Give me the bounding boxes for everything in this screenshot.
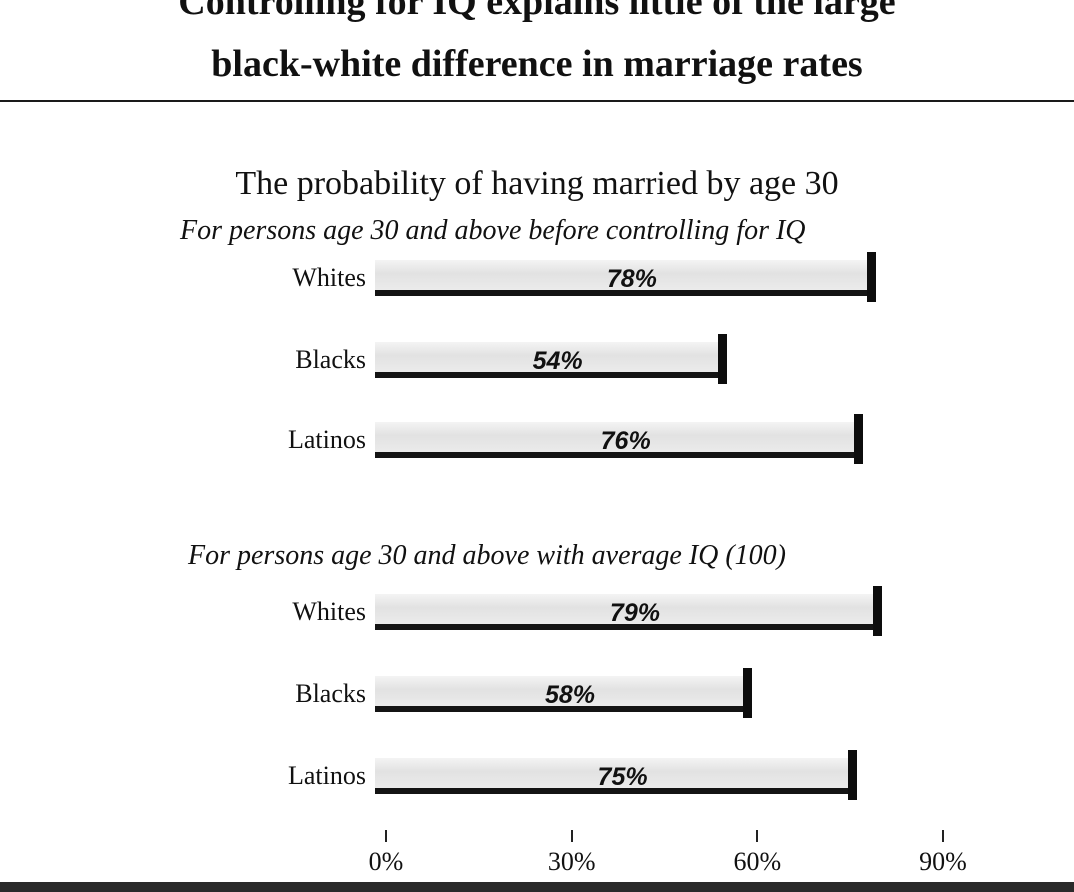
bottom-border xyxy=(0,882,1074,892)
bar-end-cap xyxy=(854,414,864,464)
x-tick-mark xyxy=(942,830,944,842)
data-label-blacks: 54% xyxy=(532,347,583,375)
bar-whites xyxy=(375,586,882,636)
divider-rule xyxy=(0,100,1074,102)
data-label-blacks: 58% xyxy=(544,681,595,709)
x-tick-label: 0% xyxy=(368,847,404,876)
chart-title: The probability of having married by age… xyxy=(235,165,839,202)
x-tick-mark xyxy=(570,830,573,842)
category-label-blacks: Blacks xyxy=(295,679,366,708)
bar-end-cap xyxy=(872,586,882,636)
bar-end-cap xyxy=(848,750,858,800)
bar-end-cap xyxy=(742,668,752,718)
data-label-whites: 78% xyxy=(606,265,657,293)
category-label-whites: Whites xyxy=(292,597,366,626)
headline-line-2: black-white difference in marriage rates xyxy=(211,43,863,85)
headline-line-1: Controlling for IQ explains little of th… xyxy=(178,0,896,23)
bar-end-cap xyxy=(718,334,728,384)
x-tick-mark xyxy=(385,830,387,842)
x-tick-label: 90% xyxy=(919,847,967,876)
bar-whites xyxy=(375,252,876,302)
category-label-latinos: Latinos xyxy=(288,425,366,454)
bar-latinos xyxy=(375,750,858,800)
category-label-whites: Whites xyxy=(292,263,366,292)
category-label-blacks: Blacks xyxy=(295,345,366,374)
bar-blacks xyxy=(375,668,752,718)
x-tick-label: 60% xyxy=(733,847,782,876)
bar-end-cap xyxy=(866,252,876,302)
data-label-latinos: 76% xyxy=(600,427,651,455)
group-label-2: For persons age 30 and above with averag… xyxy=(188,540,787,571)
category-label-latinos: Latinos xyxy=(288,761,366,790)
data-label-whites: 79% xyxy=(609,599,660,627)
bar-latinos xyxy=(375,414,864,464)
data-label-latinos: 75% xyxy=(597,763,648,791)
bar-blacks xyxy=(375,334,728,384)
x-tick-label: 30% xyxy=(547,847,596,876)
x-tick-mark xyxy=(756,830,759,842)
group-label-1: For persons age 30 and above before cont… xyxy=(180,215,806,246)
